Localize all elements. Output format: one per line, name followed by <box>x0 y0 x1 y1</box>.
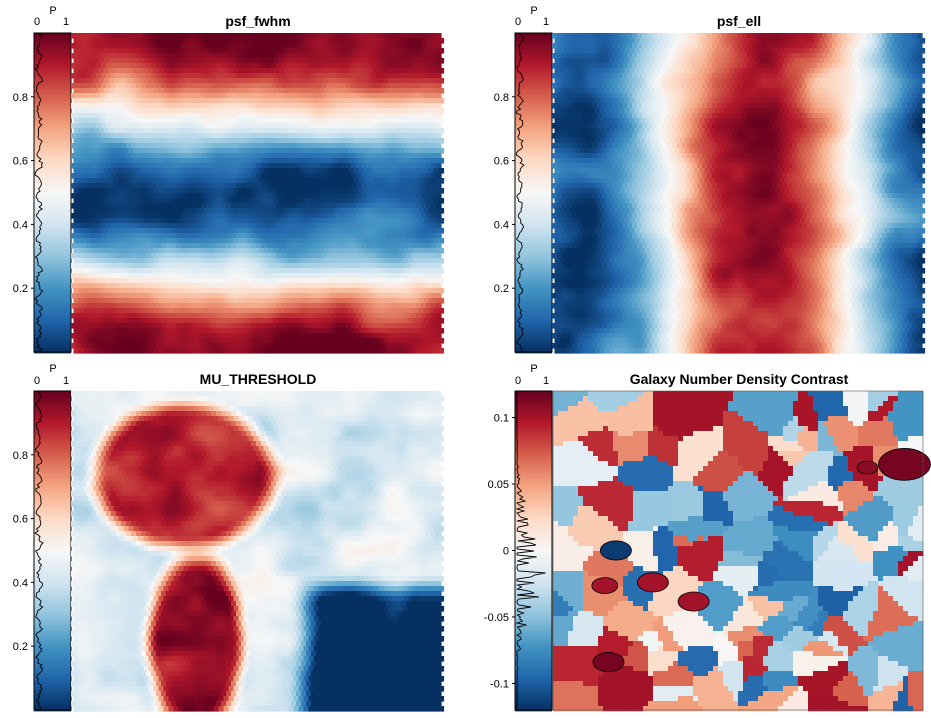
map-area <box>552 390 931 712</box>
colorbar-tick-label: 0.6 <box>13 514 28 526</box>
colorbar <box>33 32 72 354</box>
chart-title: psf_fwhm <box>225 13 290 29</box>
extreme-patch <box>591 577 619 594</box>
hist-range-min: 0 <box>34 375 40 387</box>
colorbar-histogram <box>34 32 44 352</box>
colorbar-tick-label: 0.4 <box>13 577 28 589</box>
colorbar-tick-label: 0.2 <box>13 283 28 295</box>
chart-panel-2: psf_ell P0 1 0.2 0.4 0.6 0.8 <box>494 5 926 354</box>
colorbar-tick-label: 0.8 <box>13 92 28 104</box>
colorbar-histogram <box>34 390 44 710</box>
extreme-patch <box>599 540 632 561</box>
map-area <box>71 33 445 354</box>
colorbar-tick-label: -0.1 <box>490 678 509 690</box>
colorbar-tick-label: 0.4 <box>494 219 509 231</box>
colorbar <box>33 390 72 712</box>
map-area <box>552 33 926 354</box>
colorbar <box>514 390 553 712</box>
extreme-patch <box>878 448 931 481</box>
hist-range-max: 1 <box>63 375 69 387</box>
hist-range-max: 1 <box>543 16 549 28</box>
colorbar-histogram <box>515 391 546 709</box>
colorbar-tick-label: 0.8 <box>13 450 28 462</box>
colorbar-tick-label: -0.05 <box>484 612 509 624</box>
colorbar-tick-label: 0.6 <box>494 156 509 168</box>
colorbar-tick-label: 0.8 <box>494 92 509 104</box>
extreme-patch <box>636 572 669 593</box>
colorbar-tick-label: 0 <box>503 546 509 558</box>
colorbar-label: P <box>49 5 56 17</box>
colorbar-tick-label: 0.2 <box>13 641 28 653</box>
map-area <box>71 391 445 712</box>
chart-title: MU_THRESHOLD <box>200 371 317 387</box>
extreme-patch <box>592 652 625 673</box>
colorbar-tick-label: 0.2 <box>494 283 509 295</box>
colorbar-tick-label: 0.05 <box>488 479 509 491</box>
hist-range-max: 1 <box>543 375 549 387</box>
colorbar-tick-label: 0.1 <box>494 413 509 425</box>
chart-panel-1: psf_fwhm P0 1 0.2 0.4 0.6 0.8 <box>13 5 445 354</box>
colorbar-tick-label: 0.4 <box>13 219 28 231</box>
colorbar-tick-label: 0.6 <box>13 156 28 168</box>
chart-panel-3: MU_THRESHOLD P0 1 0.2 0.4 0.6 0.8 <box>13 363 445 712</box>
hist-range-max: 1 <box>63 16 69 28</box>
extreme-patch <box>677 591 710 612</box>
hist-range-min: 0 <box>515 375 521 387</box>
chart-title: Galaxy Number Density Contrast <box>630 371 849 387</box>
chart-title: psf_ell <box>717 13 761 29</box>
colorbar <box>514 32 553 354</box>
colorbar-label: P <box>530 363 537 375</box>
colorbar-histogram <box>515 32 525 352</box>
hist-range-min: 0 <box>515 16 521 28</box>
extreme-patch <box>856 460 879 475</box>
hist-range-min: 0 <box>34 16 40 28</box>
colorbar-label: P <box>49 363 56 375</box>
colorbar-label: P <box>530 5 537 17</box>
